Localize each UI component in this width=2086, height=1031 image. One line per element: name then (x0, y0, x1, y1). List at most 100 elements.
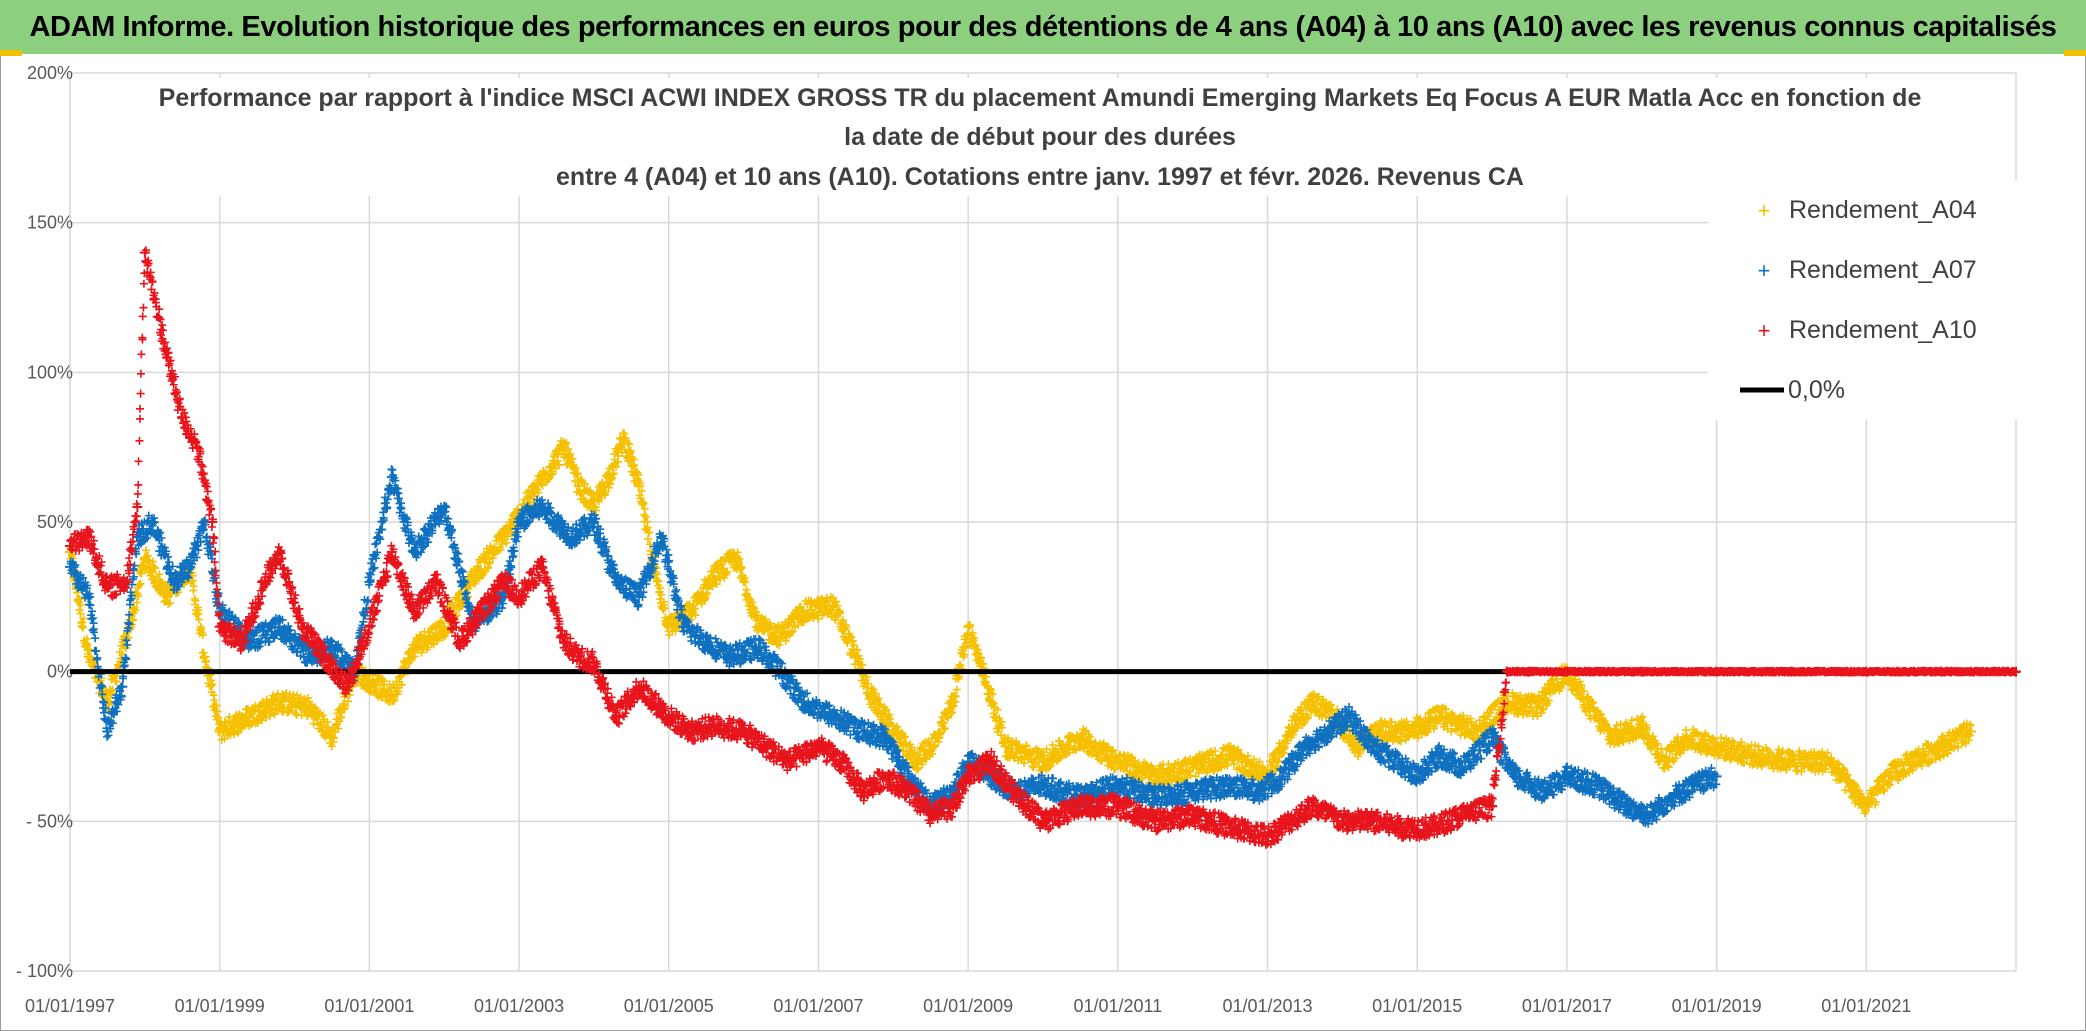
interp-point-A04 (303, 693, 312, 702)
x-tick-label: 01/01/1997 (25, 996, 115, 1016)
interp-point-A04 (508, 529, 517, 538)
interp-point-A04 (214, 713, 223, 722)
y-tick-label: 150% (27, 213, 73, 233)
x-tick-label: 01/01/2015 (1372, 996, 1462, 1016)
x-tick-label: 01/01/2019 (1672, 996, 1762, 1016)
x-tick-label: 01/01/2005 (624, 996, 714, 1016)
interp-point-A04 (345, 690, 354, 699)
interp-point-A04 (135, 581, 144, 590)
x-tick-label: 01/01/2007 (773, 996, 863, 1016)
x-tick-label: 01/01/2003 (474, 996, 564, 1016)
interp-point-A04 (128, 616, 137, 625)
interp-point-A04 (136, 579, 145, 588)
y-tick-label: 50% (37, 512, 73, 532)
interp-point-A04 (427, 639, 436, 648)
interp-point-A04 (394, 687, 403, 696)
interp-point-A04 (429, 640, 438, 649)
interp-point-A04 (188, 576, 197, 585)
interp-point-A04 (201, 657, 210, 666)
x-axis-tick-labels: 01/01/1997 01/01/1999 01/01/2001 01/01/2003… (25, 996, 1911, 1016)
interp-point-A04 (318, 711, 327, 720)
banner-accent-right (2064, 50, 2086, 56)
interp-point-A04 (253, 717, 262, 726)
interp-point-A04 (76, 600, 85, 609)
interp-point-A04 (210, 696, 219, 705)
interp-point-A04 (79, 623, 88, 632)
interp-point-A04 (343, 697, 352, 706)
interp-point-A04 (191, 596, 200, 605)
interp-point-A04 (371, 681, 380, 690)
interp-point-A04 (200, 653, 209, 662)
interp-point-A04 (79, 614, 88, 623)
interp-point-A07 (88, 626, 97, 635)
interp-point-A04 (867, 684, 876, 693)
interp-point-A07 (104, 731, 113, 740)
interp-point-A04 (112, 677, 121, 686)
y-tick-label: 0% (47, 662, 73, 682)
y-tick-label: 200% (27, 63, 73, 83)
interp-point-A04 (144, 556, 153, 565)
interp-point-A04 (108, 685, 117, 694)
interp-point-A04 (329, 734, 338, 743)
y-tick-label: 100% (27, 362, 73, 382)
interp-point-A04 (270, 710, 279, 719)
interp-point-A04 (261, 713, 270, 722)
interp-point-A07 (91, 634, 100, 643)
interp-point-A04 (455, 589, 464, 598)
interp-point-A07 (102, 732, 111, 741)
interp-point-A04 (397, 680, 406, 689)
interp-point-A07 (116, 683, 125, 692)
interp-point-A04 (390, 695, 399, 704)
interp-point-A04 (137, 569, 146, 578)
interp-point-A04 (626, 446, 635, 455)
interp-point-A07 (92, 646, 101, 655)
interp-point-A04 (142, 546, 151, 555)
interp-point-A04 (437, 619, 446, 628)
interp-point-A04 (84, 649, 93, 658)
interp-point-A04 (130, 604, 139, 613)
interp-point-A04 (72, 588, 81, 597)
x-tick-label: 01/01/2017 (1522, 996, 1612, 1016)
interp-point-A04 (189, 582, 198, 591)
interp-point-A04 (334, 724, 343, 733)
interp-point-A04 (484, 563, 493, 572)
interp-point-A04 (151, 564, 160, 573)
y-tick-label: - 50% (26, 811, 73, 831)
interp-point-A04 (149, 562, 158, 571)
interp-point-A04 (410, 652, 419, 661)
interp-point-A04 (641, 512, 650, 521)
x-tick-label: 01/01/2011 (1073, 996, 1162, 1016)
interp-point-A04 (485, 558, 494, 567)
grid-lines (69, 72, 2017, 972)
interp-point-A04 (436, 617, 445, 626)
y-axis-tick-labels: 200%150%100%50%0%- 50%- 100% (16, 63, 73, 981)
interp-point-A04 (199, 631, 208, 640)
interp-point-A04 (341, 701, 350, 710)
interp-point-A07 (378, 517, 387, 526)
interp-point-A04 (488, 554, 497, 563)
series-A04-points (65, 429, 1977, 818)
interp-point-A04 (309, 719, 318, 728)
x-tick-label: 01/01/2013 (1222, 996, 1312, 1016)
interp-point-A04 (131, 606, 140, 615)
interp-point-A04 (496, 545, 505, 554)
interp-point-A04 (194, 615, 203, 624)
title-banner: ADAM Informe. Evolution historique des p… (0, 0, 2086, 54)
interp-point-A04 (75, 606, 84, 615)
interp-point-A04 (85, 645, 94, 654)
interp-point-A04 (230, 730, 239, 739)
interp-point-A04 (328, 732, 337, 741)
x-tick-label: 01/01/2021 (1821, 996, 1911, 1016)
x-tick-label: 01/01/2009 (923, 996, 1013, 1016)
interp-point-A04 (157, 578, 166, 587)
interp-point-A04 (75, 595, 84, 604)
x-tick-label: 01/01/2001 (324, 996, 414, 1016)
x-tick-label: 01/01/1999 (175, 996, 265, 1016)
interp-point-A07 (126, 596, 135, 605)
interp-point-A07 (382, 498, 391, 507)
interp-point-A04 (76, 609, 85, 618)
interp-point-A04 (502, 538, 511, 547)
interp-point-A04 (327, 742, 336, 751)
interp-point-A04 (380, 677, 389, 686)
